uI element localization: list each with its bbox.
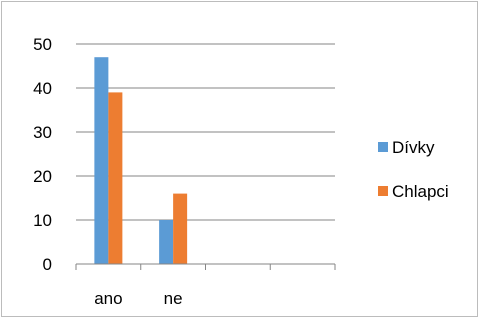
y-tick-label: 20 xyxy=(33,167,52,186)
legend-swatch xyxy=(378,186,388,196)
bar-ne-0 xyxy=(159,220,174,264)
bars xyxy=(94,57,188,265)
legend-label: Chlapci xyxy=(392,182,449,201)
y-tick-label: 0 xyxy=(43,255,52,274)
y-tick-label: 50 xyxy=(33,35,52,54)
y-tick-label: 40 xyxy=(33,79,52,98)
axes xyxy=(75,263,336,270)
y-tick-labels: 0 10 20 30 40 50 xyxy=(33,35,52,274)
x-tick-label: ne xyxy=(164,289,183,308)
legend: Dívky Chlapci xyxy=(378,138,449,201)
x-tick-labels: ano ne xyxy=(94,289,182,308)
y-tick-label: 30 xyxy=(33,123,52,142)
bar-ano-0 xyxy=(94,57,109,265)
legend-label: Dívky xyxy=(392,138,435,157)
x-tick-label: ano xyxy=(94,289,122,308)
bar-ano-1 xyxy=(108,92,123,265)
bar-ne-1 xyxy=(173,193,188,264)
legend-swatch xyxy=(378,142,388,152)
y-tick-label: 10 xyxy=(33,211,52,230)
